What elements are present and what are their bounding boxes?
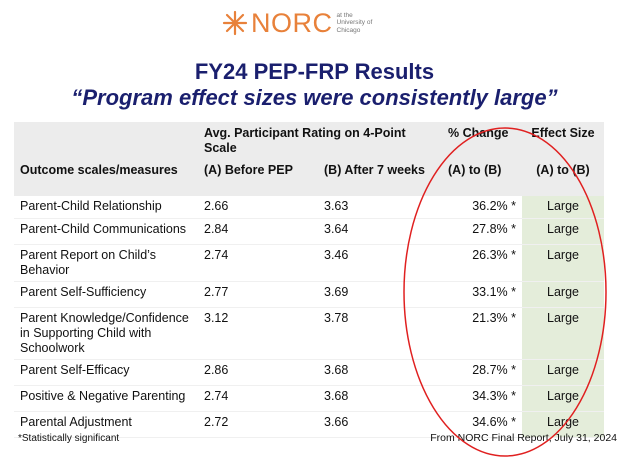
table-cell: 2.86 xyxy=(198,359,318,386)
column-header-row: Outcome scales/measures (A) Before PEP (B)… xyxy=(14,159,604,196)
column-header: (A) Before PEP xyxy=(198,159,318,196)
title: FY24 PEP-FRP Results xyxy=(194,59,435,84)
table-cell: 2.74 xyxy=(198,385,318,412)
table-cell: Parent Self-Efficacy xyxy=(14,359,198,386)
table-row: Parent Self-Efficacy 2.86 3.68 28.7% * Large xyxy=(14,359,604,386)
table-cell: 27.8% * xyxy=(442,218,522,245)
footnote: *Statistically significant xyxy=(18,433,120,444)
table-row: Parent Self-Sufficiency 2.77 3.69 33.1% * La… xyxy=(14,281,604,308)
table-body: Parent-Child Relationship 2.66 3.63 36.2% *… xyxy=(14,192,604,438)
tagline-line: University of xyxy=(336,19,373,27)
table-cell: 36.2% * xyxy=(442,192,522,219)
table-cell: 3.12 xyxy=(198,307,318,360)
subtitle: “Program effect sizes were consistently … xyxy=(71,85,558,110)
results-table: Avg. Participant Rating on 4-Point Scale… xyxy=(14,122,604,438)
column-header: (B) After 7 weeks xyxy=(318,159,442,196)
table-cell: 2.72 xyxy=(198,411,318,438)
table-cell: 3.69 xyxy=(318,281,442,308)
table-cell: Parent Self-Sufficiency xyxy=(14,281,198,308)
tagline-line: at the xyxy=(336,11,353,19)
group-header: Effect Size xyxy=(522,122,604,159)
table-cell: Large xyxy=(522,385,604,412)
table-cell: 3.46 xyxy=(318,244,442,282)
table-cell: Positive & Negative Parenting xyxy=(14,385,198,412)
group-header-row: Avg. Participant Rating on 4-Point Scale… xyxy=(14,122,604,159)
logo: NORC at the University of Chicago xyxy=(222,6,402,40)
table-cell: Parental Adjustment xyxy=(14,411,198,438)
table-cell: 2.84 xyxy=(198,218,318,245)
source: From NORC Final Report, July 31, 2024 xyxy=(430,432,617,444)
table-row: Positive & Negative Parenting 2.74 3.68 34.… xyxy=(14,385,604,412)
logo-tagline: at the University of Chicago xyxy=(337,12,373,35)
column-header: Outcome scales/measures xyxy=(14,159,198,196)
column-header: (A) to (B) xyxy=(442,159,522,196)
table-cell: 26.3% * xyxy=(442,244,522,282)
group-header: % Change xyxy=(442,122,522,159)
column-header: (A) to (B) xyxy=(522,159,604,196)
table-cell: 3.68 xyxy=(318,359,442,386)
table-row: Parent-Child Relationship 2.66 3.63 36.2% *… xyxy=(14,192,604,219)
table-row: Parent Knowledge/Confidence in Supportin… xyxy=(14,307,604,360)
table-cell: 21.3% * xyxy=(442,307,522,360)
table-cell: 33.1% * xyxy=(442,281,522,308)
table-cell: Parent-Child Relationship xyxy=(14,192,198,219)
table-cell: Parent Report on Child’s Behavior xyxy=(14,244,198,282)
table-cell: 3.66 xyxy=(318,411,442,438)
logo-star xyxy=(222,10,248,36)
table-cell: 2.74 xyxy=(198,244,318,282)
table-cell: Large xyxy=(522,281,604,308)
table-cell: Large xyxy=(522,244,604,282)
logo-name: NORC xyxy=(251,7,333,38)
table-cell: 2.66 xyxy=(198,192,318,219)
header-cell xyxy=(14,122,198,159)
table-cell: 3.64 xyxy=(318,218,442,245)
table-cell: 2.77 xyxy=(198,281,318,308)
tagline-line: Chicago xyxy=(336,26,361,34)
table-cell: 3.78 xyxy=(318,307,442,360)
table-cell: 34.3% * xyxy=(442,385,522,412)
table-cell: Large xyxy=(522,359,604,386)
table-row: Parent-Child Communications 2.84 3.64 27.8%… xyxy=(14,218,604,245)
table-cell: Large xyxy=(522,218,604,245)
group-header: Avg. Participant Rating on 4-Point Scale xyxy=(198,122,442,159)
table-cell: Large xyxy=(522,192,604,219)
table-cell: 28.7% * xyxy=(442,359,522,386)
table-row: Parent Report on Child’s Behavior 2.74 3.4… xyxy=(14,244,604,282)
table-cell: Parent Knowledge/Confidence in Supportin… xyxy=(14,307,198,360)
table-cell: 3.63 xyxy=(318,192,442,219)
table-cell: Parent-Child Communications xyxy=(14,218,198,245)
table-cell: Large xyxy=(522,307,604,360)
table-cell: 3.68 xyxy=(318,385,442,412)
